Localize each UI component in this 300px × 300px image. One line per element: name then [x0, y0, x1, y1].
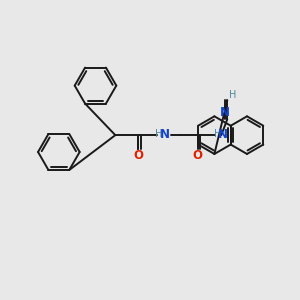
Text: N: N	[220, 106, 230, 119]
Text: O: O	[133, 149, 143, 162]
Text: N: N	[218, 128, 228, 141]
Text: H: H	[214, 129, 221, 139]
Text: H: H	[229, 89, 236, 100]
Text: N: N	[160, 128, 170, 141]
Text: H: H	[155, 129, 163, 139]
Text: O: O	[193, 149, 202, 162]
